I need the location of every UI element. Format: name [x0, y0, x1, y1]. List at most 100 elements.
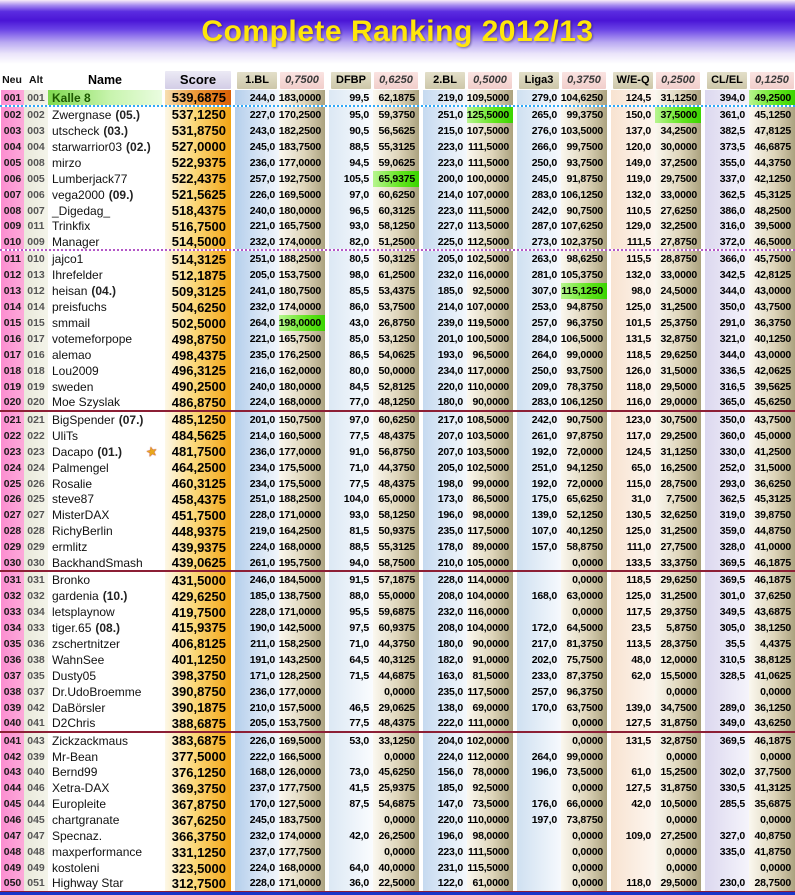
weighted-points-cell: 31,2500	[655, 299, 701, 316]
spacer	[419, 411, 423, 428]
weighted-points-cell: 0,0000	[655, 748, 701, 765]
points-cell: 193,0	[423, 347, 467, 363]
points-cell: 302,0	[705, 764, 749, 781]
weighted-points-cell: 25,3750	[655, 315, 701, 332]
points-cell: 284,0	[517, 331, 561, 348]
weighted-points-cell: 125,5000	[467, 107, 513, 123]
weighted-points-cell: 93,7500	[561, 362, 607, 379]
spacer	[325, 427, 329, 444]
points-cell: 366,0	[705, 251, 749, 268]
spacer	[162, 251, 165, 268]
points-cell: 327,0	[705, 828, 749, 845]
spacer	[607, 748, 611, 765]
spacer	[325, 202, 329, 219]
player-name-cell: zschertnitzer	[48, 635, 162, 652]
points-cell: 316,0	[705, 218, 749, 235]
spacer	[325, 748, 329, 765]
points-cell: 245,0	[235, 138, 279, 155]
old-rank-cell: 007	[24, 202, 48, 219]
table-row: 006 005 Lumberjack77 522,4375 257,0 192,7500 1…	[0, 170, 795, 187]
spacer	[607, 378, 611, 395]
points-cell: 232,0	[423, 604, 467, 621]
spacer	[701, 443, 705, 460]
points-cell: 71,0	[329, 635, 373, 652]
weighted-points-cell: 106,1250	[561, 186, 607, 203]
spacer	[419, 844, 423, 861]
player-name-cell: jajco1	[48, 251, 162, 268]
spacer	[701, 748, 705, 765]
spacer	[513, 875, 517, 891]
points-cell: 41,5	[329, 780, 373, 797]
spacer	[162, 411, 165, 428]
player-name: WahnSee	[52, 652, 105, 667]
points-cell: 98,0	[329, 267, 373, 284]
weighted-points-cell: 110,0000	[467, 378, 513, 395]
spacer	[419, 732, 423, 749]
points-cell: 88,5	[329, 138, 373, 155]
spacer	[701, 122, 705, 139]
points-cell: 241,0	[235, 283, 279, 300]
table-row: 031 031 Bronko 431,5000 246,0 184,5000 91,5 57,…	[0, 572, 795, 589]
points-cell: 242,0	[517, 411, 561, 428]
spacer	[325, 299, 329, 316]
weighted-points-cell: 99,3750	[561, 107, 607, 123]
points-cell: 227,0	[235, 107, 279, 123]
weighted-points-cell: 162,0000	[279, 362, 325, 379]
weighted-points-cell: 183,0000	[279, 90, 325, 105]
weighted-points-cell: 78,0000	[467, 764, 513, 781]
weighted-points-cell: 174,0000	[279, 299, 325, 316]
weighted-points-cell: 104,0000	[467, 588, 513, 605]
header-competition-label: Liga3	[519, 72, 559, 89]
spacer	[701, 715, 705, 731]
spacer	[607, 667, 611, 684]
points-cell: 123,0	[611, 411, 655, 428]
spacer	[419, 699, 423, 716]
points-cell: 362,5	[705, 491, 749, 508]
spacer	[231, 122, 235, 139]
new-rank-cell: 043	[0, 764, 24, 781]
player-name-cell: UliTs	[48, 427, 162, 444]
points-cell: 91,5	[329, 572, 373, 589]
points-cell: 48,0	[611, 651, 655, 668]
points-cell: 168,0	[517, 588, 561, 605]
points-cell: 235,0	[423, 683, 467, 700]
weighted-points-cell: 174,0000	[279, 234, 325, 250]
spacer	[513, 347, 517, 363]
score-cell: 522,4375	[165, 170, 231, 187]
new-rank-cell: 013	[0, 283, 24, 300]
points-cell: 139,0	[611, 699, 655, 716]
points-cell: 71,0	[329, 459, 373, 476]
new-rank-cell: 039	[0, 699, 24, 716]
spacer	[231, 90, 235, 105]
spacer	[701, 780, 705, 797]
weighted-points-cell: 92,5000	[467, 283, 513, 300]
old-rank-cell: 005	[24, 170, 48, 187]
spacer	[231, 491, 235, 508]
weighted-points-cell: 96,3750	[561, 683, 607, 700]
weighted-points-cell: 65,6250	[561, 491, 607, 508]
spacer	[513, 299, 517, 316]
weighted-points-cell: 0,0000	[561, 844, 607, 861]
spacer	[325, 780, 329, 797]
new-rank-cell: 006	[0, 170, 24, 187]
spacer	[419, 715, 423, 731]
player-name: Bronko	[52, 573, 91, 588]
spacer	[162, 620, 165, 636]
player-name: preisfuchs	[52, 300, 107, 315]
spacer	[162, 812, 165, 829]
points-cell: 344,0	[705, 347, 749, 363]
weighted-points-cell: 106,5000	[561, 331, 607, 348]
player-name-cell: Bronko	[48, 572, 162, 589]
weighted-points-cell: 32,6250	[655, 507, 701, 524]
former-rank-note: (03.)	[103, 123, 129, 138]
score-cell: 518,4375	[165, 202, 231, 219]
score-cell: 376,1250	[165, 764, 231, 781]
points-cell: 168,0	[235, 764, 279, 781]
score-cell: 509,3125	[165, 283, 231, 300]
spacer	[325, 362, 329, 379]
points-cell: 281,0	[517, 267, 561, 284]
old-rank-cell: 035	[24, 667, 48, 684]
spacer	[419, 523, 423, 540]
spacer	[162, 555, 165, 571]
spacer	[607, 732, 611, 749]
